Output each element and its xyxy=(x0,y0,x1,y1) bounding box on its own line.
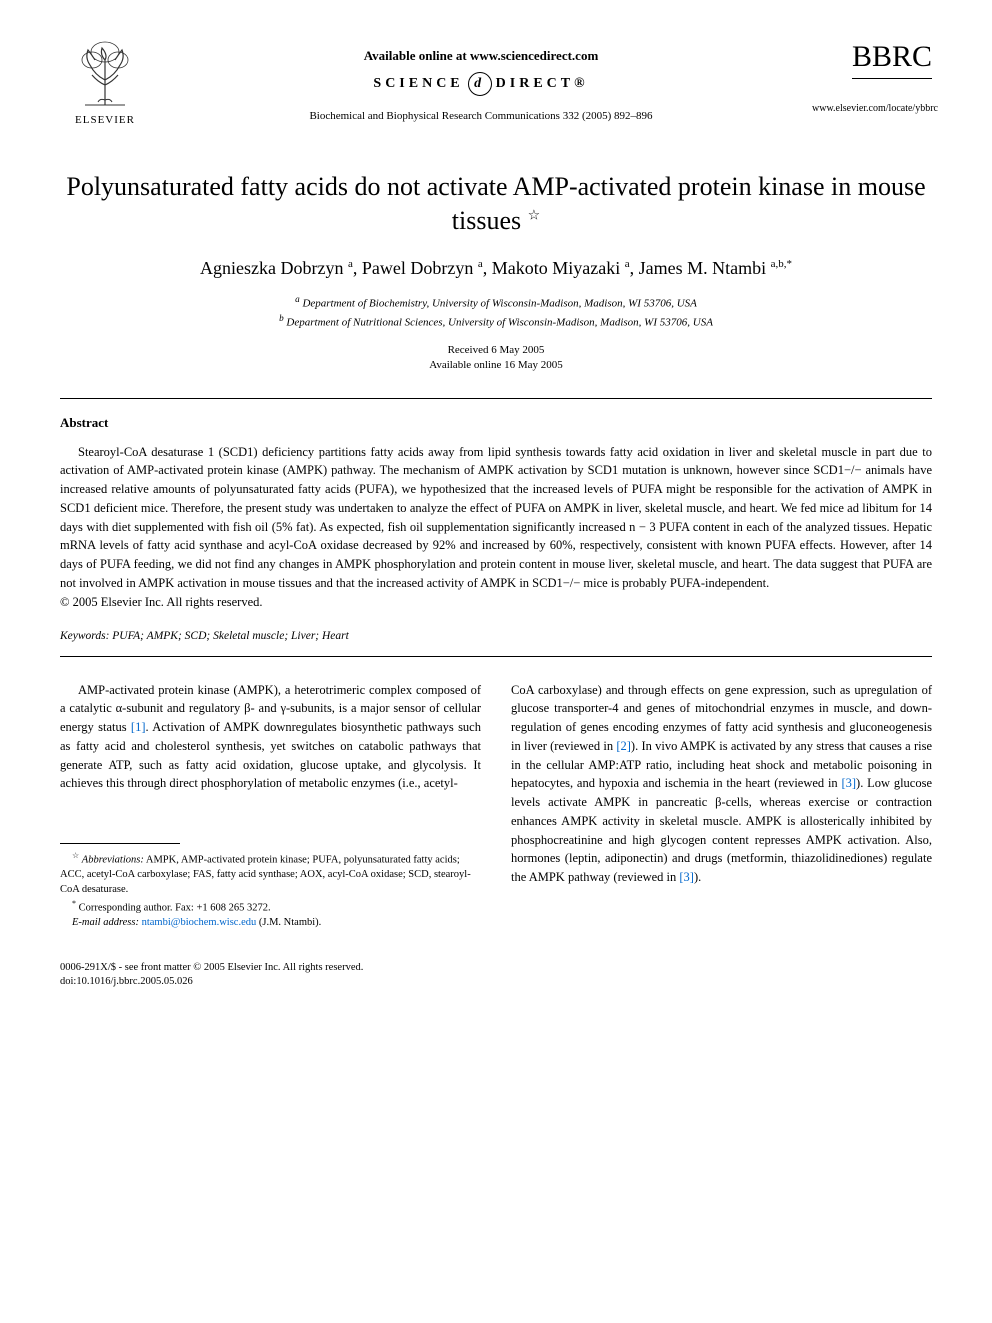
received-date: Received 6 May 2005 xyxy=(60,343,932,358)
title-star-icon: ☆ xyxy=(528,208,541,223)
author-4: , James M. Ntambi xyxy=(630,258,771,278)
reference-link-2[interactable]: [2] xyxy=(616,739,631,753)
sd-text-left: SCIENCE xyxy=(373,76,463,92)
keywords-label: Keywords: xyxy=(60,630,109,642)
body-columns: AMP-activated protein kinase (AMPK), a h… xyxy=(60,681,932,931)
body-paragraph-1: AMP-activated protein kinase (AMPK), a h… xyxy=(60,681,481,794)
footnote-email: E-mail address: ntambi@biochem.wisc.edu … xyxy=(60,916,481,931)
authors-list: Agnieszka Dobrzyn a, Pawel Dobrzyn a, Ma… xyxy=(60,258,932,279)
body-text-2c: ). Low glucose levels activate AMPK in p… xyxy=(511,776,932,884)
author-1: Agnieszka Dobrzyn xyxy=(200,258,348,278)
publisher-logo: ELSEVIER xyxy=(60,40,150,126)
title-text: Polyunsaturated fatty acids do not activ… xyxy=(66,172,925,235)
body-column-right: CoA carboxylase) and through effects on … xyxy=(511,681,932,931)
elsevier-tree-icon xyxy=(70,40,140,110)
title-section: Polyunsaturated fatty acids do not activ… xyxy=(60,170,932,374)
footnote-abbreviations: ☆ Abbreviations: AMPK, AMP-activated pro… xyxy=(60,850,481,898)
body-column-left: AMP-activated protein kinase (AMPK), a h… xyxy=(60,681,481,931)
author-2: , Pawel Dobrzyn xyxy=(353,258,478,278)
asterisk-marker-icon: * xyxy=(72,899,76,908)
abbrev-label: Abbreviations: xyxy=(82,855,144,866)
header-center: Available online at www.sciencedirect.co… xyxy=(150,40,812,122)
affiliation-a: Department of Biochemistry, University o… xyxy=(302,297,696,309)
journal-abbreviation: BBRC xyxy=(852,40,932,79)
abstract-heading: Abstract xyxy=(60,415,932,431)
reference-link-3[interactable]: [3] xyxy=(841,776,856,790)
journal-logo: BBRC www.elsevier.com/locate/ybbrc xyxy=(812,40,932,114)
abstract-text: Stearoyl-CoA desaturase 1 (SCD1) deficie… xyxy=(60,443,932,593)
footer-doi: doi:10.1016/j.bbrc.2005.05.026 xyxy=(60,975,932,990)
journal-url: www.elsevier.com/locate/ybbrc xyxy=(812,103,932,114)
keywords-text: PUFA; AMPK; SCD; Skeletal muscle; Liver;… xyxy=(109,630,348,642)
body-paragraph-2: CoA carboxylase) and through effects on … xyxy=(511,681,932,887)
sd-d-icon: d xyxy=(468,72,492,96)
article-dates: Received 6 May 2005 Available online 16 … xyxy=(60,343,932,374)
affiliation-b: Department of Nutritional Sciences, Univ… xyxy=(286,316,713,328)
science-direct-logo: SCIENCE d DIRECT® xyxy=(150,72,812,96)
body-text-2d: ). xyxy=(694,870,701,884)
abstract-copyright: © 2005 Elsevier Inc. All rights reserved… xyxy=(60,595,932,610)
sd-text-right: DIRECT® xyxy=(496,76,589,92)
article-title: Polyunsaturated fatty acids do not activ… xyxy=(60,170,932,238)
star-marker-icon: ☆ xyxy=(72,851,79,860)
reference-link-3b[interactable]: [3] xyxy=(679,870,694,884)
footer-section: 0006-291X/$ - see front matter © 2005 El… xyxy=(60,961,932,990)
available-online-text: Available online at www.sciencedirect.co… xyxy=(150,48,812,64)
footnote-corresponding: * Corresponding author. Fax: +1 608 265 … xyxy=(60,898,481,916)
affiliations: a Department of Biochemistry, University… xyxy=(60,293,932,331)
publisher-name: ELSEVIER xyxy=(75,114,135,126)
journal-citation: Biochemical and Biophysical Research Com… xyxy=(150,110,812,122)
abstract-section: Abstract Stearoyl-CoA desaturase 1 (SCD1… xyxy=(60,398,932,610)
corresponding-text: Corresponding author. Fax: +1 608 265 32… xyxy=(79,902,271,913)
author-4-affil: a,b,* xyxy=(771,258,792,270)
available-date: Available online 16 May 2005 xyxy=(60,358,932,373)
email-author: (J.M. Ntambi). xyxy=(256,917,321,928)
email-label: E-mail address: xyxy=(72,917,139,928)
footer-issn: 0006-291X/$ - see front matter © 2005 El… xyxy=(60,961,932,976)
author-3: , Makoto Miyazaki xyxy=(483,258,625,278)
keywords-section: Keywords: PUFA; AMPK; SCD; Skeletal musc… xyxy=(60,626,932,657)
footnotes: ☆ Abbreviations: AMPK, AMP-activated pro… xyxy=(60,850,481,930)
footnote-divider xyxy=(60,843,180,844)
email-link[interactable]: ntambi@biochem.wisc.edu xyxy=(142,917,257,928)
reference-link-1[interactable]: [1] xyxy=(131,720,146,734)
header-row: ELSEVIER Available online at www.science… xyxy=(60,40,932,126)
